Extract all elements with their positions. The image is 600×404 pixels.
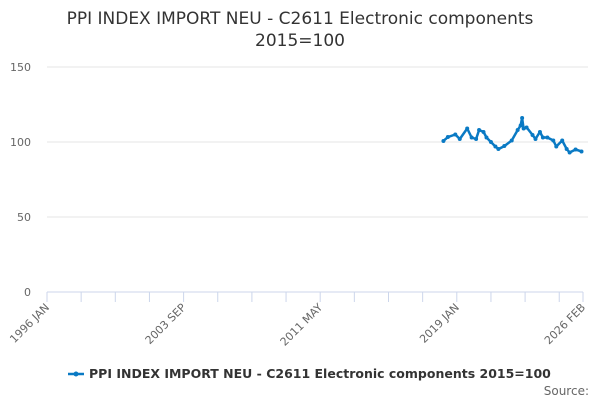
x-tick-label: 2019 JAN: [417, 301, 462, 346]
chart-title-line2: 2015=100: [255, 31, 345, 51]
x-tick-label: 1996 JAN: [7, 301, 52, 346]
chart-title-line1: PPI INDEX IMPORT NEU - C2611 Electronic …: [67, 9, 534, 29]
data-point: [540, 135, 545, 140]
source-label: Source:: [544, 384, 589, 398]
legend-marker-icon: [73, 371, 79, 377]
legend[interactable]: PPI INDEX IMPORT NEU - C2611 Electronic …: [68, 366, 551, 381]
data-point: [530, 132, 535, 137]
data-point: [502, 144, 507, 149]
data-point: [573, 147, 578, 152]
data-point: [453, 132, 458, 137]
data-point: [445, 135, 450, 140]
data-point: [441, 138, 446, 143]
data-point: [520, 116, 525, 120]
data-point: [481, 129, 486, 134]
x-tick-label: 2026 FEB: [542, 301, 588, 347]
data-point: [524, 125, 529, 130]
data-point: [567, 150, 572, 155]
data-point: [515, 128, 520, 132]
y-tick-label: 50: [17, 211, 31, 224]
data-point: [484, 135, 489, 140]
data-point: [496, 147, 501, 152]
data-point: [518, 123, 523, 128]
data-point: [474, 137, 479, 141]
data-point: [579, 149, 584, 154]
y-tick-label: 150: [10, 61, 31, 74]
data-point: [545, 135, 550, 140]
data-point: [533, 137, 538, 141]
legend-label: PPI INDEX IMPORT NEU - C2611 Electronic …: [89, 366, 551, 381]
data-point: [469, 135, 474, 140]
data-point: [477, 128, 482, 132]
data-point: [537, 129, 542, 134]
x-tick-label: 2011 MAY: [278, 301, 326, 349]
data-point: [554, 144, 559, 149]
y-tick-label: 0: [24, 286, 31, 299]
data-point: [560, 138, 565, 143]
data-point: [457, 137, 462, 141]
data-point: [493, 144, 498, 149]
data-point: [488, 140, 493, 144]
data-point: [509, 138, 514, 143]
data-point: [564, 147, 569, 152]
x-tick-label: 2003 SEP: [143, 301, 189, 347]
y-tick-label: 100: [10, 136, 31, 149]
series-line: [442, 116, 582, 154]
data-point: [551, 138, 556, 143]
data-point: [465, 126, 470, 131]
